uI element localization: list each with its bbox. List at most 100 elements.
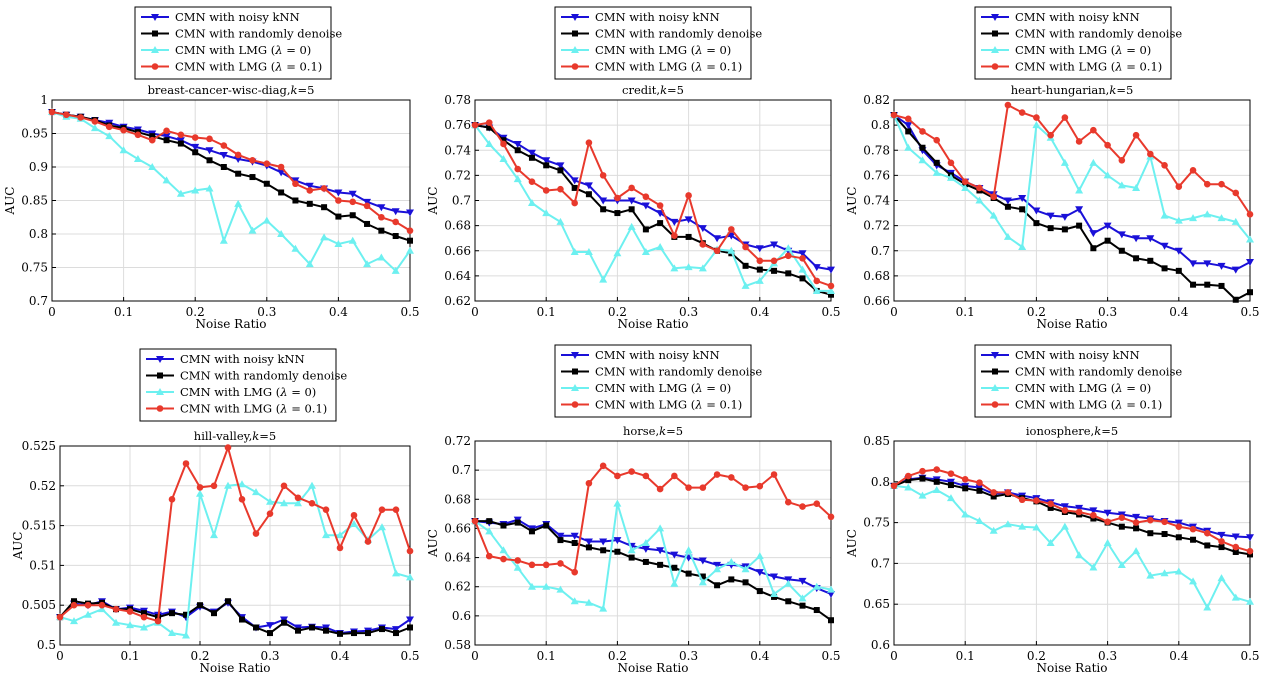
y-axis-label: AUC xyxy=(3,187,17,216)
data-point xyxy=(84,610,92,618)
data-point xyxy=(755,276,764,284)
data-point xyxy=(363,198,372,206)
data-point xyxy=(182,631,190,639)
data-point xyxy=(335,197,342,204)
data-point xyxy=(890,111,898,119)
data-point xyxy=(1033,114,1040,121)
data-point xyxy=(1103,171,1112,179)
legend-swatch-marker xyxy=(156,356,164,363)
data-point xyxy=(1103,539,1112,546)
data-point xyxy=(219,151,228,159)
data-point xyxy=(210,531,218,539)
y-tick-label: 0.51 xyxy=(29,558,56,572)
legend-swatch-marker xyxy=(571,401,579,408)
data-point xyxy=(112,618,120,626)
data-point xyxy=(238,496,246,503)
data-point xyxy=(1018,194,1027,202)
data-point xyxy=(642,558,649,565)
series-3 xyxy=(471,121,835,294)
data-point xyxy=(364,538,372,545)
data-point xyxy=(770,241,779,249)
data-point xyxy=(585,139,593,147)
legend-entry: CMN with LMG (λ = 0) xyxy=(595,43,731,57)
data-point xyxy=(294,499,302,507)
data-point xyxy=(784,252,792,260)
data-point xyxy=(785,270,792,277)
data-point xyxy=(253,624,259,631)
data-point xyxy=(556,585,565,593)
data-point xyxy=(168,629,176,637)
legend-entry: CMN with noisy kNN xyxy=(180,352,305,366)
data-point xyxy=(904,483,913,491)
data-point xyxy=(684,546,693,554)
x-tick-label: 0.2 xyxy=(1027,649,1046,663)
data-point xyxy=(210,482,218,490)
data-point xyxy=(320,233,329,241)
data-point xyxy=(1174,567,1183,575)
data-point xyxy=(1217,214,1226,222)
x-tick-label: 0.3 xyxy=(257,305,276,319)
data-point xyxy=(1033,497,1040,504)
data-point xyxy=(614,210,621,217)
x-tick-label: 0.1 xyxy=(956,649,975,663)
data-point xyxy=(699,484,707,491)
y-axis-label: AUC xyxy=(845,529,859,558)
data-point xyxy=(1147,257,1154,264)
legend-swatch-marker xyxy=(156,388,164,395)
data-point xyxy=(556,217,565,225)
data-point xyxy=(919,467,926,475)
legend: CMN with noisy kNN CMN with randomly deno… xyxy=(134,6,342,80)
data-point xyxy=(671,564,678,571)
legend: CMN with noisy kNN CMN with randomly deno… xyxy=(554,344,762,418)
data-point xyxy=(571,184,578,191)
data-point xyxy=(1132,131,1140,139)
data-point xyxy=(238,480,246,488)
data-point xyxy=(486,124,493,131)
legend-swatch-marker xyxy=(151,14,159,21)
data-point xyxy=(828,291,834,298)
data-point xyxy=(1232,296,1239,303)
data-point xyxy=(756,482,764,490)
y-tick-label: 0.68 xyxy=(444,492,471,506)
data-point xyxy=(990,489,997,496)
data-point xyxy=(252,530,260,537)
data-point xyxy=(1133,255,1140,262)
data-point xyxy=(728,576,735,583)
data-point xyxy=(377,204,386,212)
data-point xyxy=(349,198,357,206)
data-point xyxy=(308,500,316,507)
data-point xyxy=(1047,225,1054,232)
data-point xyxy=(613,249,622,257)
data-point xyxy=(378,227,385,234)
series-3 xyxy=(890,481,1254,611)
data-point xyxy=(714,582,721,589)
data-point xyxy=(224,444,232,451)
legend-swatch-marker xyxy=(572,30,578,37)
data-point xyxy=(1147,530,1154,537)
data-point xyxy=(205,184,214,192)
data-point xyxy=(120,126,127,134)
data-point xyxy=(1203,603,1212,611)
data-point xyxy=(248,226,257,234)
data-point xyxy=(827,591,835,598)
data-point xyxy=(976,479,983,486)
data-point xyxy=(485,119,493,126)
data-point xyxy=(932,168,941,176)
data-point xyxy=(162,176,171,184)
data-point xyxy=(685,192,692,199)
data-point xyxy=(70,601,78,609)
legend-swatch-marker xyxy=(991,14,999,21)
data-point xyxy=(321,204,328,211)
data-point xyxy=(557,537,564,544)
data-point xyxy=(827,282,835,290)
data-point xyxy=(1003,197,1012,205)
y-tick-label: 0.76 xyxy=(863,168,890,182)
data-point xyxy=(827,585,835,593)
data-point xyxy=(154,617,162,625)
data-point xyxy=(599,197,608,205)
data-point xyxy=(191,134,199,141)
legend-entry: CMN with randomly denoise xyxy=(595,365,762,379)
data-point xyxy=(698,578,707,586)
data-point xyxy=(1175,267,1182,274)
data-point xyxy=(77,114,84,121)
